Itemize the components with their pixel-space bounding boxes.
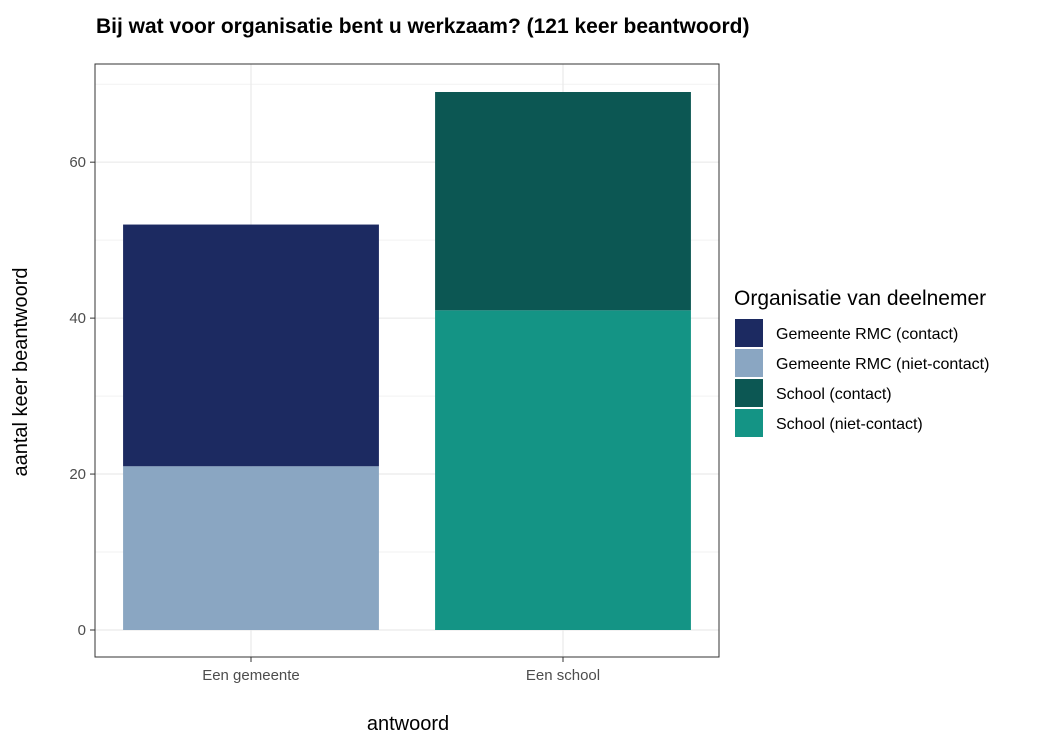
chart-title: Bij wat voor organisatie bent u werkzaam…: [96, 15, 750, 38]
legend-label: School (niet-contact): [776, 416, 923, 433]
legend-swatch: [735, 349, 763, 377]
y-tick-label: 0: [78, 622, 86, 639]
x-tick-label: Een gemeente: [202, 667, 300, 684]
y-tick-label: 40: [69, 310, 86, 327]
legend-label: Gemeente RMC (contact): [776, 326, 958, 343]
legend-label: Gemeente RMC (niet-contact): [776, 356, 989, 373]
y-axis: 0 20 40 60: [69, 154, 95, 639]
legend-swatch: [735, 379, 763, 407]
legend-swatch: [735, 319, 763, 347]
bar-school-niet-contact-1: [435, 310, 691, 630]
legend-label: School (contact): [776, 386, 892, 403]
x-axis-title: antwoord: [367, 713, 449, 735]
x-axis: Een gemeente Een school: [202, 657, 600, 684]
x-tick-label: Een school: [526, 667, 600, 684]
bar-gemeente-rmc-niet-contact-0: [123, 466, 379, 630]
plot-panel-border: [94, 63, 720, 658]
y-axis-title: aantal keer beantwoord: [10, 267, 32, 476]
bar-school-contact-1: [435, 92, 691, 311]
y-tick-label: 20: [69, 466, 86, 483]
y-tick-label: 60: [69, 154, 86, 171]
legend-swatch: [735, 409, 763, 437]
bars: [123, 92, 691, 630]
legend-title: Organisatie van deelnemer: [734, 287, 986, 310]
bar-gemeente-rmc-contact-0: [123, 224, 379, 467]
legend: Organisatie van deelnemer Gemeente RMC (…: [734, 287, 989, 437]
